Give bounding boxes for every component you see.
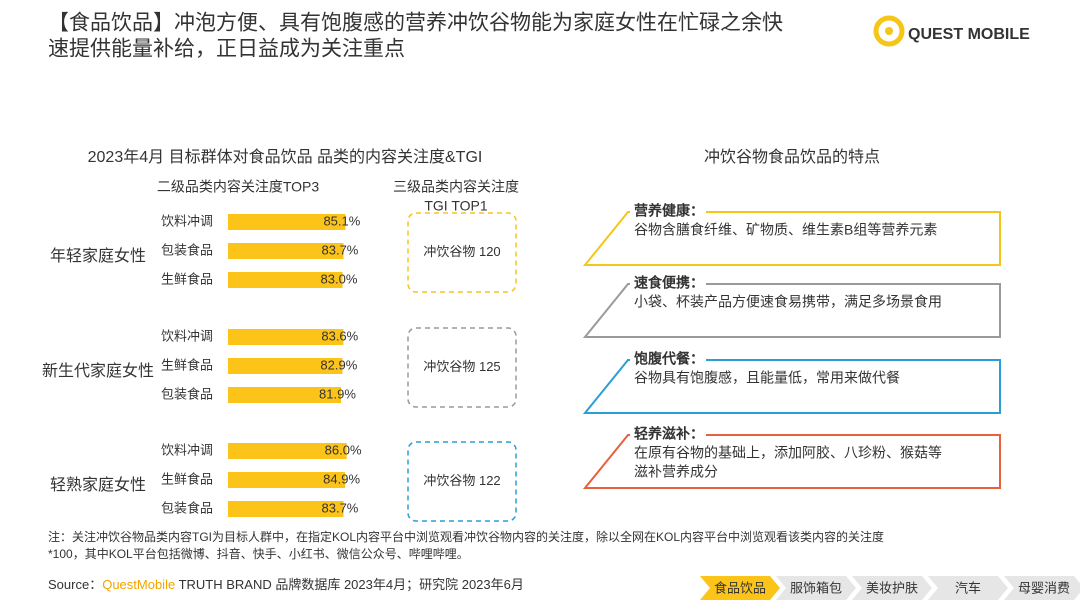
value-label: 86.0% [325, 442, 362, 457]
feature-text: 谷物含膳食纤维、矿物质、维生素B组等营养元素 [634, 222, 937, 238]
category-label: 包装食品 [161, 500, 213, 515]
category-label: 生鲜食品 [161, 271, 213, 286]
feature-card [582, 359, 1001, 414]
tgi-category: 冲饮谷物 [423, 359, 475, 374]
tgi-text: 冲饮谷物 120 [423, 244, 500, 259]
tab-label[interactable]: 美妆护肤 [866, 580, 918, 595]
bar [228, 329, 344, 345]
source: Source：QuestMobile TRUTH BRAND 品牌数据库 202… [48, 577, 524, 593]
tgi-box [407, 327, 517, 408]
bar [228, 387, 342, 403]
category-label: 饮料冲调 [161, 328, 213, 343]
column-header: 三级品类内容关注度 [393, 179, 519, 195]
tab-label[interactable]: 食品饮品 [714, 580, 766, 595]
bar [228, 472, 346, 488]
value-label: 85.1% [323, 213, 360, 228]
feature-title: 饱腹代餐： [634, 351, 704, 367]
bar [228, 272, 343, 288]
source-prefix: Source： [48, 577, 102, 592]
category-label: 包装食品 [161, 242, 213, 257]
feature-title-bg [630, 275, 706, 293]
tgi-category: 冲饮谷物 [423, 473, 475, 488]
feature-card [582, 434, 1001, 489]
tab[interactable] [928, 576, 1008, 600]
note: *100，其中KOL平台包括微博、抖音、快手、小红书、微信公众号、哔哩哔哩。 [48, 546, 469, 561]
feature-text: 小袋、杯装产品方便速食易携带，满足多场景食用 [634, 294, 942, 310]
feature-title: 营养健康： [634, 203, 704, 219]
tgi-text: 冲饮谷物 122 [423, 473, 500, 488]
value-label: 83.7% [322, 242, 359, 257]
tgi-value: 120 [479, 244, 501, 259]
feature-title: 速食便携： [634, 275, 704, 291]
source-brand: QuestMobile [102, 577, 175, 592]
note: 注：关注冲饮谷物品类内容TGI为目标人群中，在指定KOL内容平台中浏览观看冲饮谷… [48, 529, 884, 544]
feature-title-bg [630, 351, 706, 369]
logo-text: QUEST MOBILE [908, 26, 1030, 43]
value-label: 83.0% [321, 271, 358, 286]
value-label: 81.9% [319, 386, 356, 401]
category-label: 生鲜食品 [161, 357, 213, 372]
title-line: 【食品饮品】冲泡方便、具有饱腹感的营养冲饮谷物能为家庭女性在忙碌之余快 [48, 12, 783, 35]
tgi-box [407, 212, 517, 293]
source-rest: TRUTH BRAND 品牌数据库 2023年4月；研究院 2023年6月 [175, 577, 524, 593]
value-label: 82.9% [320, 357, 357, 372]
tgi-value: 125 [479, 359, 501, 374]
logo-icon [873, 15, 905, 47]
tab[interactable] [700, 576, 780, 600]
tgi-text: 冲饮谷物 125 [423, 359, 500, 374]
column-header: TGI TOP1 [424, 198, 487, 214]
group-label: 轻熟家庭女性 [50, 475, 146, 494]
tgi-category: 冲饮谷物 [423, 244, 475, 259]
bar [228, 358, 343, 374]
column-header: 二级品类内容关注度TOP3 [157, 179, 320, 195]
logo-icon [885, 27, 893, 35]
feature-text: 滋补营养成分 [634, 464, 718, 480]
feature-card [582, 283, 1001, 338]
category-label: 饮料冲调 [161, 213, 213, 228]
category-label: 包装食品 [161, 386, 213, 401]
feature-text: 谷物具有饱腹感，且能量低，常用来做代餐 [634, 370, 900, 386]
feature-card [582, 211, 1001, 266]
tab-label[interactable]: 服饰箱包 [790, 580, 842, 595]
feature-title-bg [630, 426, 706, 444]
feature-title: 轻养滋补： [634, 426, 704, 442]
tab-label[interactable]: 汽车 [955, 580, 981, 595]
tgi-box [407, 441, 517, 522]
bar [228, 443, 347, 459]
feature-title-bg [630, 203, 706, 221]
tab[interactable] [1004, 576, 1080, 600]
bar [228, 243, 344, 259]
features-title: 冲饮谷物食品饮品的特点 [704, 148, 880, 166]
bar [228, 214, 346, 230]
feature-text: 在原有谷物的基础上，添加阿胶、八珍粉、猴菇等 [634, 445, 942, 461]
title-line: 速提供能量补给，正日益成为关注重点 [48, 38, 405, 61]
category-label: 生鲜食品 [161, 471, 213, 486]
tab[interactable] [852, 576, 932, 600]
category-label: 饮料冲调 [161, 442, 213, 457]
bar [228, 501, 344, 517]
tgi-value: 122 [479, 473, 501, 488]
tab[interactable] [776, 576, 856, 600]
group-label: 年轻家庭女性 [50, 246, 146, 265]
chart-title: 2023年4月 目标群体对食品饮品 品类的内容关注度&TGI [88, 148, 483, 166]
value-label: 83.7% [322, 500, 359, 515]
group-label: 新生代家庭女性 [42, 361, 154, 380]
value-label: 83.6% [321, 328, 358, 343]
tab-label[interactable]: 母婴消费 [1018, 580, 1070, 595]
value-label: 84.9% [323, 471, 360, 486]
